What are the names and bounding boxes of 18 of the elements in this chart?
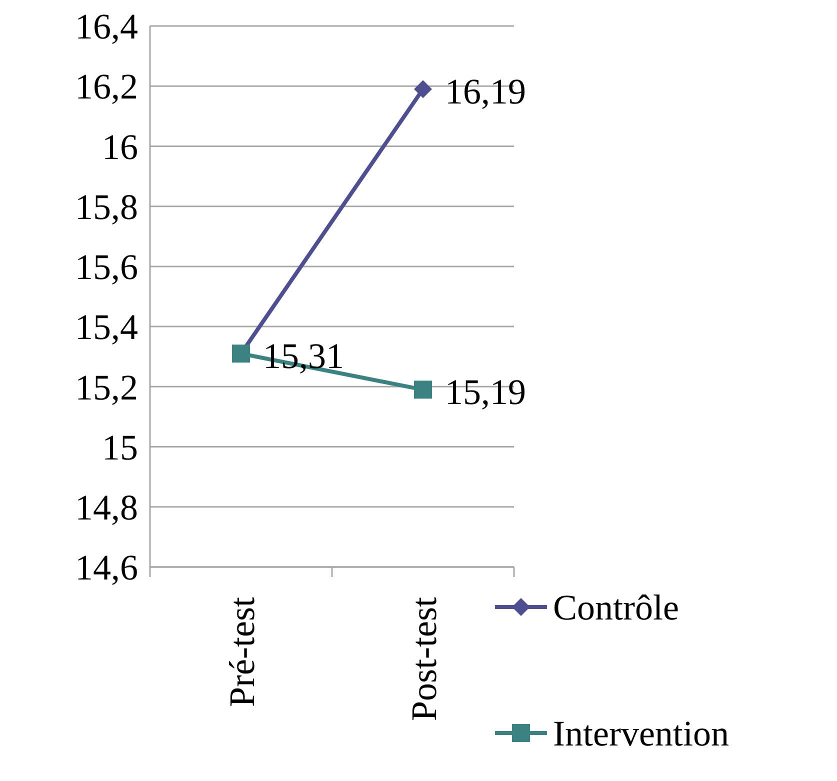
y-tick-label: 14,8 (75, 487, 138, 528)
y-tick-label: 15 (102, 427, 138, 468)
y-tick-label: 14,6 (75, 548, 138, 588)
y-tick-label: 15,8 (75, 186, 138, 227)
point (414, 380, 432, 399)
y-tick-label: 15,4 (75, 307, 138, 348)
x-tick-label: Pré-test (222, 597, 262, 707)
y-tick-label: 15,2 (75, 367, 138, 408)
point (414, 80, 432, 98)
y-tick-label: 16 (102, 126, 138, 167)
legend-label: Intervention (553, 714, 729, 754)
x-tick-label: Post-test (404, 597, 444, 722)
y-tick-label: 16,4 (75, 6, 138, 47)
legend-label: Contrôle (553, 588, 679, 628)
y-tick-label: 15,6 (75, 247, 138, 288)
data-label: 15,19 (445, 372, 526, 412)
data-label: 16,19 (445, 72, 526, 112)
y-tick-label: 16,2 (75, 66, 138, 107)
